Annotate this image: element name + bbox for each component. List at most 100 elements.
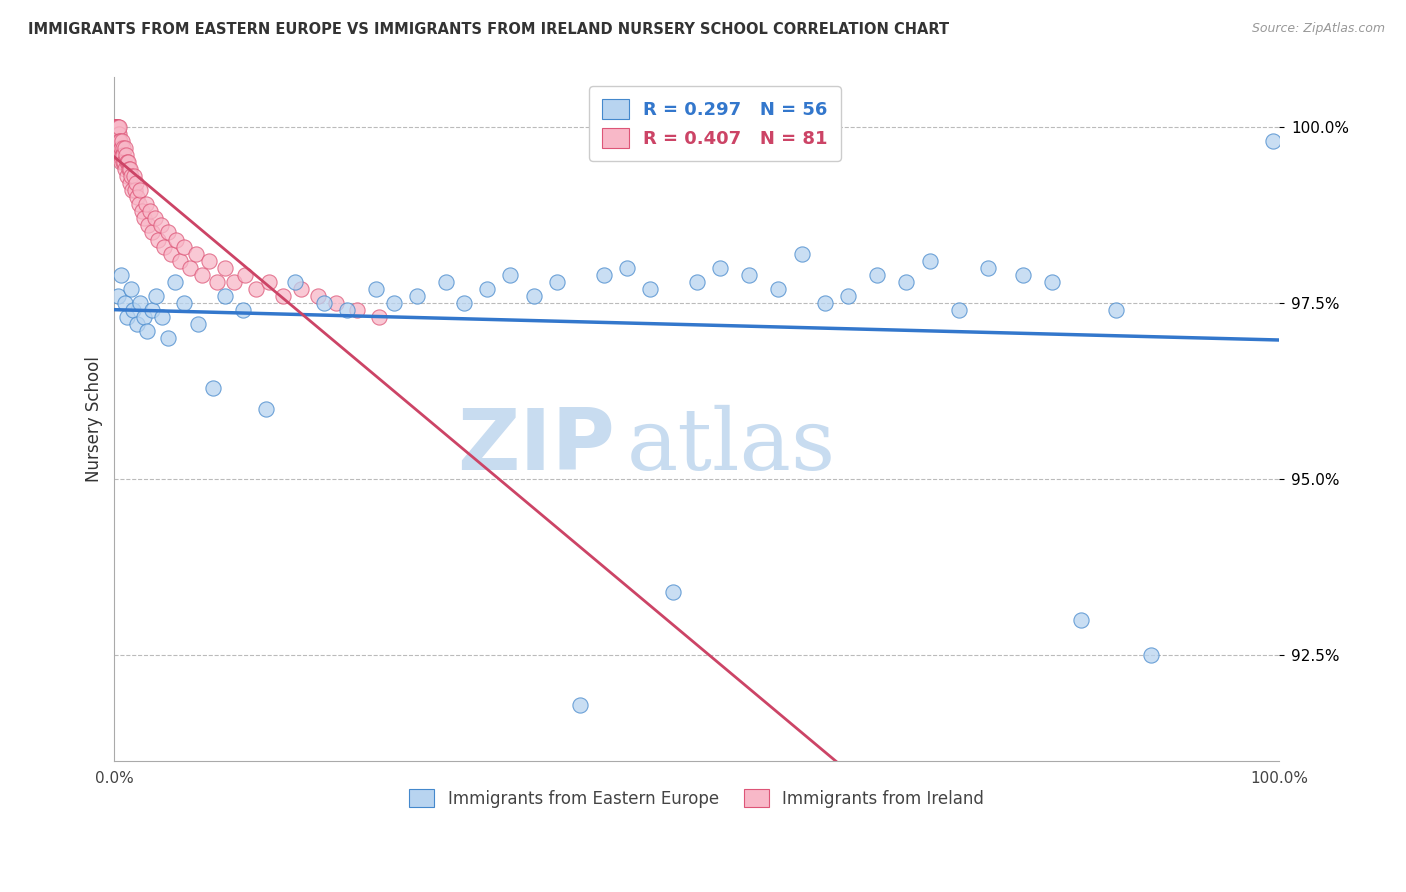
Point <box>117 155 139 169</box>
Point <box>132 310 155 324</box>
Point <box>475 282 498 296</box>
Text: atlas: atlas <box>627 405 837 488</box>
Point <box>104 120 127 134</box>
Point <box>214 260 236 275</box>
Point <box>104 120 127 134</box>
Point <box>224 275 246 289</box>
Point <box>312 296 335 310</box>
Point <box>108 134 131 148</box>
Point <box>118 162 141 177</box>
Point <box>128 197 150 211</box>
Point <box>948 303 970 318</box>
Point <box>307 289 329 303</box>
Point <box>149 219 172 233</box>
Point <box>104 120 127 134</box>
Point <box>918 253 941 268</box>
Point <box>104 120 127 134</box>
Point <box>112 148 135 162</box>
Point <box>569 698 592 712</box>
Point <box>156 331 179 345</box>
Point <box>129 183 152 197</box>
Point <box>107 127 129 141</box>
Point <box>107 120 129 134</box>
Point <box>105 120 128 134</box>
Point <box>111 148 134 162</box>
Point <box>107 141 129 155</box>
Point <box>284 275 307 289</box>
Point <box>111 155 134 169</box>
Point <box>179 260 201 275</box>
Point <box>790 246 813 260</box>
Point <box>141 226 163 240</box>
Point <box>202 380 225 394</box>
Point <box>121 183 143 197</box>
Y-axis label: Nursery School: Nursery School <box>86 356 103 483</box>
Point <box>233 268 256 282</box>
Point <box>1070 613 1092 627</box>
Point <box>336 303 359 318</box>
Point <box>125 176 148 190</box>
Point <box>1263 134 1285 148</box>
Point <box>837 289 859 303</box>
Point <box>110 141 132 155</box>
Point <box>112 155 135 169</box>
Point <box>105 134 128 148</box>
Point <box>141 303 163 318</box>
Point <box>523 289 546 303</box>
Point <box>108 141 131 155</box>
Point <box>1140 648 1163 663</box>
Point <box>125 317 148 331</box>
Point <box>866 268 889 282</box>
Point <box>367 310 389 324</box>
Point <box>738 268 761 282</box>
Point <box>120 169 142 183</box>
Point <box>325 296 347 310</box>
Point <box>120 282 142 296</box>
Point <box>107 148 129 162</box>
Point <box>184 246 207 260</box>
Point <box>115 169 138 183</box>
Point <box>105 127 128 141</box>
Point <box>114 162 136 177</box>
Point <box>1105 303 1128 318</box>
Point <box>382 296 405 310</box>
Point <box>132 211 155 226</box>
Point <box>105 127 128 141</box>
Point <box>173 239 195 253</box>
Text: ZIP: ZIP <box>457 405 616 488</box>
Point <box>107 120 129 134</box>
Point <box>254 401 277 416</box>
Point <box>105 120 128 134</box>
Point <box>150 310 173 324</box>
Point <box>406 289 429 303</box>
Point <box>290 282 312 296</box>
Point <box>160 246 183 260</box>
Point <box>546 275 568 289</box>
Legend: Immigrants from Eastern Europe, Immigrants from Ireland: Immigrants from Eastern Europe, Immigran… <box>402 783 991 814</box>
Point <box>136 219 159 233</box>
Point <box>110 268 132 282</box>
Point <box>146 233 169 247</box>
Point <box>977 260 1000 275</box>
Point <box>271 289 294 303</box>
Point <box>814 296 837 310</box>
Point <box>453 296 475 310</box>
Point <box>115 310 138 324</box>
Point <box>499 268 522 282</box>
Point <box>169 253 191 268</box>
Point <box>153 239 176 253</box>
Point <box>1040 275 1063 289</box>
Point <box>107 134 129 148</box>
Point <box>108 120 131 134</box>
Point <box>366 282 388 296</box>
Point <box>136 324 159 338</box>
Point <box>122 169 145 183</box>
Point <box>112 141 135 155</box>
Point <box>638 282 661 296</box>
Point <box>346 303 368 318</box>
Point <box>197 253 219 268</box>
Point <box>127 190 149 204</box>
Point <box>709 260 731 275</box>
Point <box>114 296 136 310</box>
Point <box>143 211 166 226</box>
